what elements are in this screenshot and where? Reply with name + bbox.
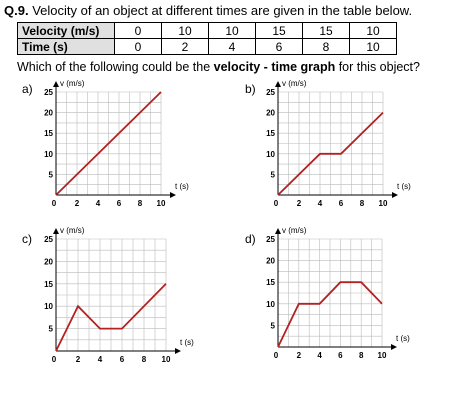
prompt-before: Which of the following could be the: [17, 60, 214, 74]
table-cell: 10: [208, 22, 256, 39]
row-label-velocity: Velocity (m/s): [17, 22, 115, 39]
option-label-b: b): [245, 82, 256, 96]
y-tick-label: 20: [266, 109, 275, 118]
table-cell: 10: [161, 22, 209, 39]
y-tick-label: 10: [266, 300, 275, 309]
y-tick-label: 15: [44, 129, 53, 138]
y-axis-label: v (m/s): [282, 79, 307, 88]
x-axis-arrow: [392, 192, 398, 198]
y-tick-label: 25: [266, 235, 275, 244]
x-axis-arrow: [391, 344, 397, 350]
prompt-after: for this object?: [335, 60, 420, 74]
y-axis-label: v (m/s): [282, 226, 307, 235]
x-axis-arrow: [170, 192, 176, 198]
y-tick-label: 15: [44, 280, 53, 289]
x-tick-label: 6: [117, 199, 122, 208]
x-axis-label: t (s): [175, 182, 189, 191]
y-tick-label: 5: [49, 170, 54, 179]
prompt-text: Which of the following could be the velo…: [17, 60, 420, 74]
y-axis-arrow: [53, 228, 59, 234]
velocity-line: [277, 281, 383, 348]
velocity-line: [55, 91, 162, 196]
table-row: Time (s) 0 2 4 6 8 10: [17, 38, 397, 55]
x-axis-label: t (s): [397, 182, 411, 191]
table-cell: 2: [161, 38, 209, 55]
y-tick-label: 25: [44, 88, 53, 97]
x-tick-label: 4: [318, 199, 323, 208]
table-cell: 8: [302, 38, 350, 55]
x-tick-label: 8: [360, 199, 365, 208]
x-tick-label: 4: [96, 199, 101, 208]
velocity-time-table: Velocity (m/s) 0 10 10 15 15 10 Time (s)…: [17, 22, 397, 55]
graph-option-d[interactable]: v (m/s) t (s) 0 2 4 6 8 10 5 10 15 20 25: [262, 226, 414, 365]
question-number: Q.9.: [4, 3, 29, 18]
table-cell: 10: [349, 38, 397, 55]
x-tick-label: 2: [297, 199, 302, 208]
y-tick-label: 10: [44, 302, 53, 311]
y-tick-label: 15: [266, 129, 275, 138]
velocity-line: [277, 111, 384, 196]
graph-option-a[interactable]: v (m/s) t (s) 0 2 4 6 8 10 5 10 15 20 25: [40, 79, 193, 213]
graph-option-c[interactable]: v (m/s) t (s) 0 2 4 6 8 10 5 10 15 20 25: [40, 226, 198, 369]
x-tick-label: 10: [162, 355, 171, 364]
x-axis-label: t (s): [396, 334, 410, 343]
x-tick-label: 0: [52, 355, 57, 364]
option-label-d: d): [245, 232, 256, 246]
table-cell: 6: [255, 38, 303, 55]
y-tick-label: 5: [271, 321, 276, 330]
y-tick-label: 15: [266, 278, 275, 287]
y-tick-label: 10: [44, 150, 53, 159]
x-tick-label: 4: [317, 351, 322, 360]
question-text: Q.9. Velocity of an object at different …: [4, 3, 470, 19]
table-row: Velocity (m/s) 0 10 10 15 15 10: [17, 22, 397, 39]
option-label-c: c): [22, 232, 32, 246]
x-tick-label: 0: [274, 199, 279, 208]
row-label-time: Time (s): [17, 38, 115, 55]
y-tick-label: 20: [44, 257, 53, 266]
x-tick-label: 10: [378, 351, 387, 360]
y-tick-label: 20: [44, 109, 53, 118]
x-tick-label: 0: [52, 199, 57, 208]
x-axis-arrow: [175, 348, 181, 354]
y-axis-arrow: [53, 81, 59, 87]
prompt-bold: velocity - time graph: [213, 60, 336, 74]
x-tick-label: 8: [359, 351, 364, 360]
y-axis-arrow: [275, 81, 281, 87]
x-tick-label: 8: [142, 355, 147, 364]
velocity-line: [55, 283, 167, 352]
x-tick-label: 2: [75, 199, 80, 208]
x-axis-label: t (s): [180, 338, 194, 347]
table-cell: 15: [302, 22, 350, 39]
x-tick-label: 8: [138, 199, 143, 208]
y-axis-label: v (m/s): [60, 226, 85, 235]
option-label-a: a): [22, 82, 33, 96]
x-tick-label: 4: [98, 355, 103, 364]
x-tick-label: 0: [274, 351, 279, 360]
table-cell: 4: [208, 38, 256, 55]
y-tick-label: 5: [271, 170, 276, 179]
y-tick-label: 25: [44, 235, 53, 244]
x-tick-label: 10: [379, 199, 388, 208]
x-tick-label: 2: [297, 351, 302, 360]
y-tick-label: 25: [266, 88, 275, 97]
x-tick-label: 6: [338, 351, 343, 360]
y-tick-label: 10: [266, 150, 275, 159]
table-cell: 15: [255, 22, 303, 39]
table-cell: 0: [114, 22, 162, 39]
graph-option-b[interactable]: v (m/s) t (s) 0 2 4 6 8 10 5 10 15 20 25: [262, 79, 415, 213]
y-axis-label: v (m/s): [60, 79, 85, 88]
x-tick-label: 2: [76, 355, 81, 364]
y-tick-label: 5: [49, 325, 54, 334]
table-cell: 10: [349, 22, 397, 39]
x-tick-label: 10: [157, 199, 166, 208]
question-body: Velocity of an object at different times…: [32, 3, 413, 18]
x-tick-label: 6: [120, 355, 125, 364]
y-tick-label: 20: [266, 257, 275, 266]
x-tick-label: 6: [339, 199, 344, 208]
table-cell: 0: [114, 38, 162, 55]
y-axis-arrow: [275, 228, 281, 234]
